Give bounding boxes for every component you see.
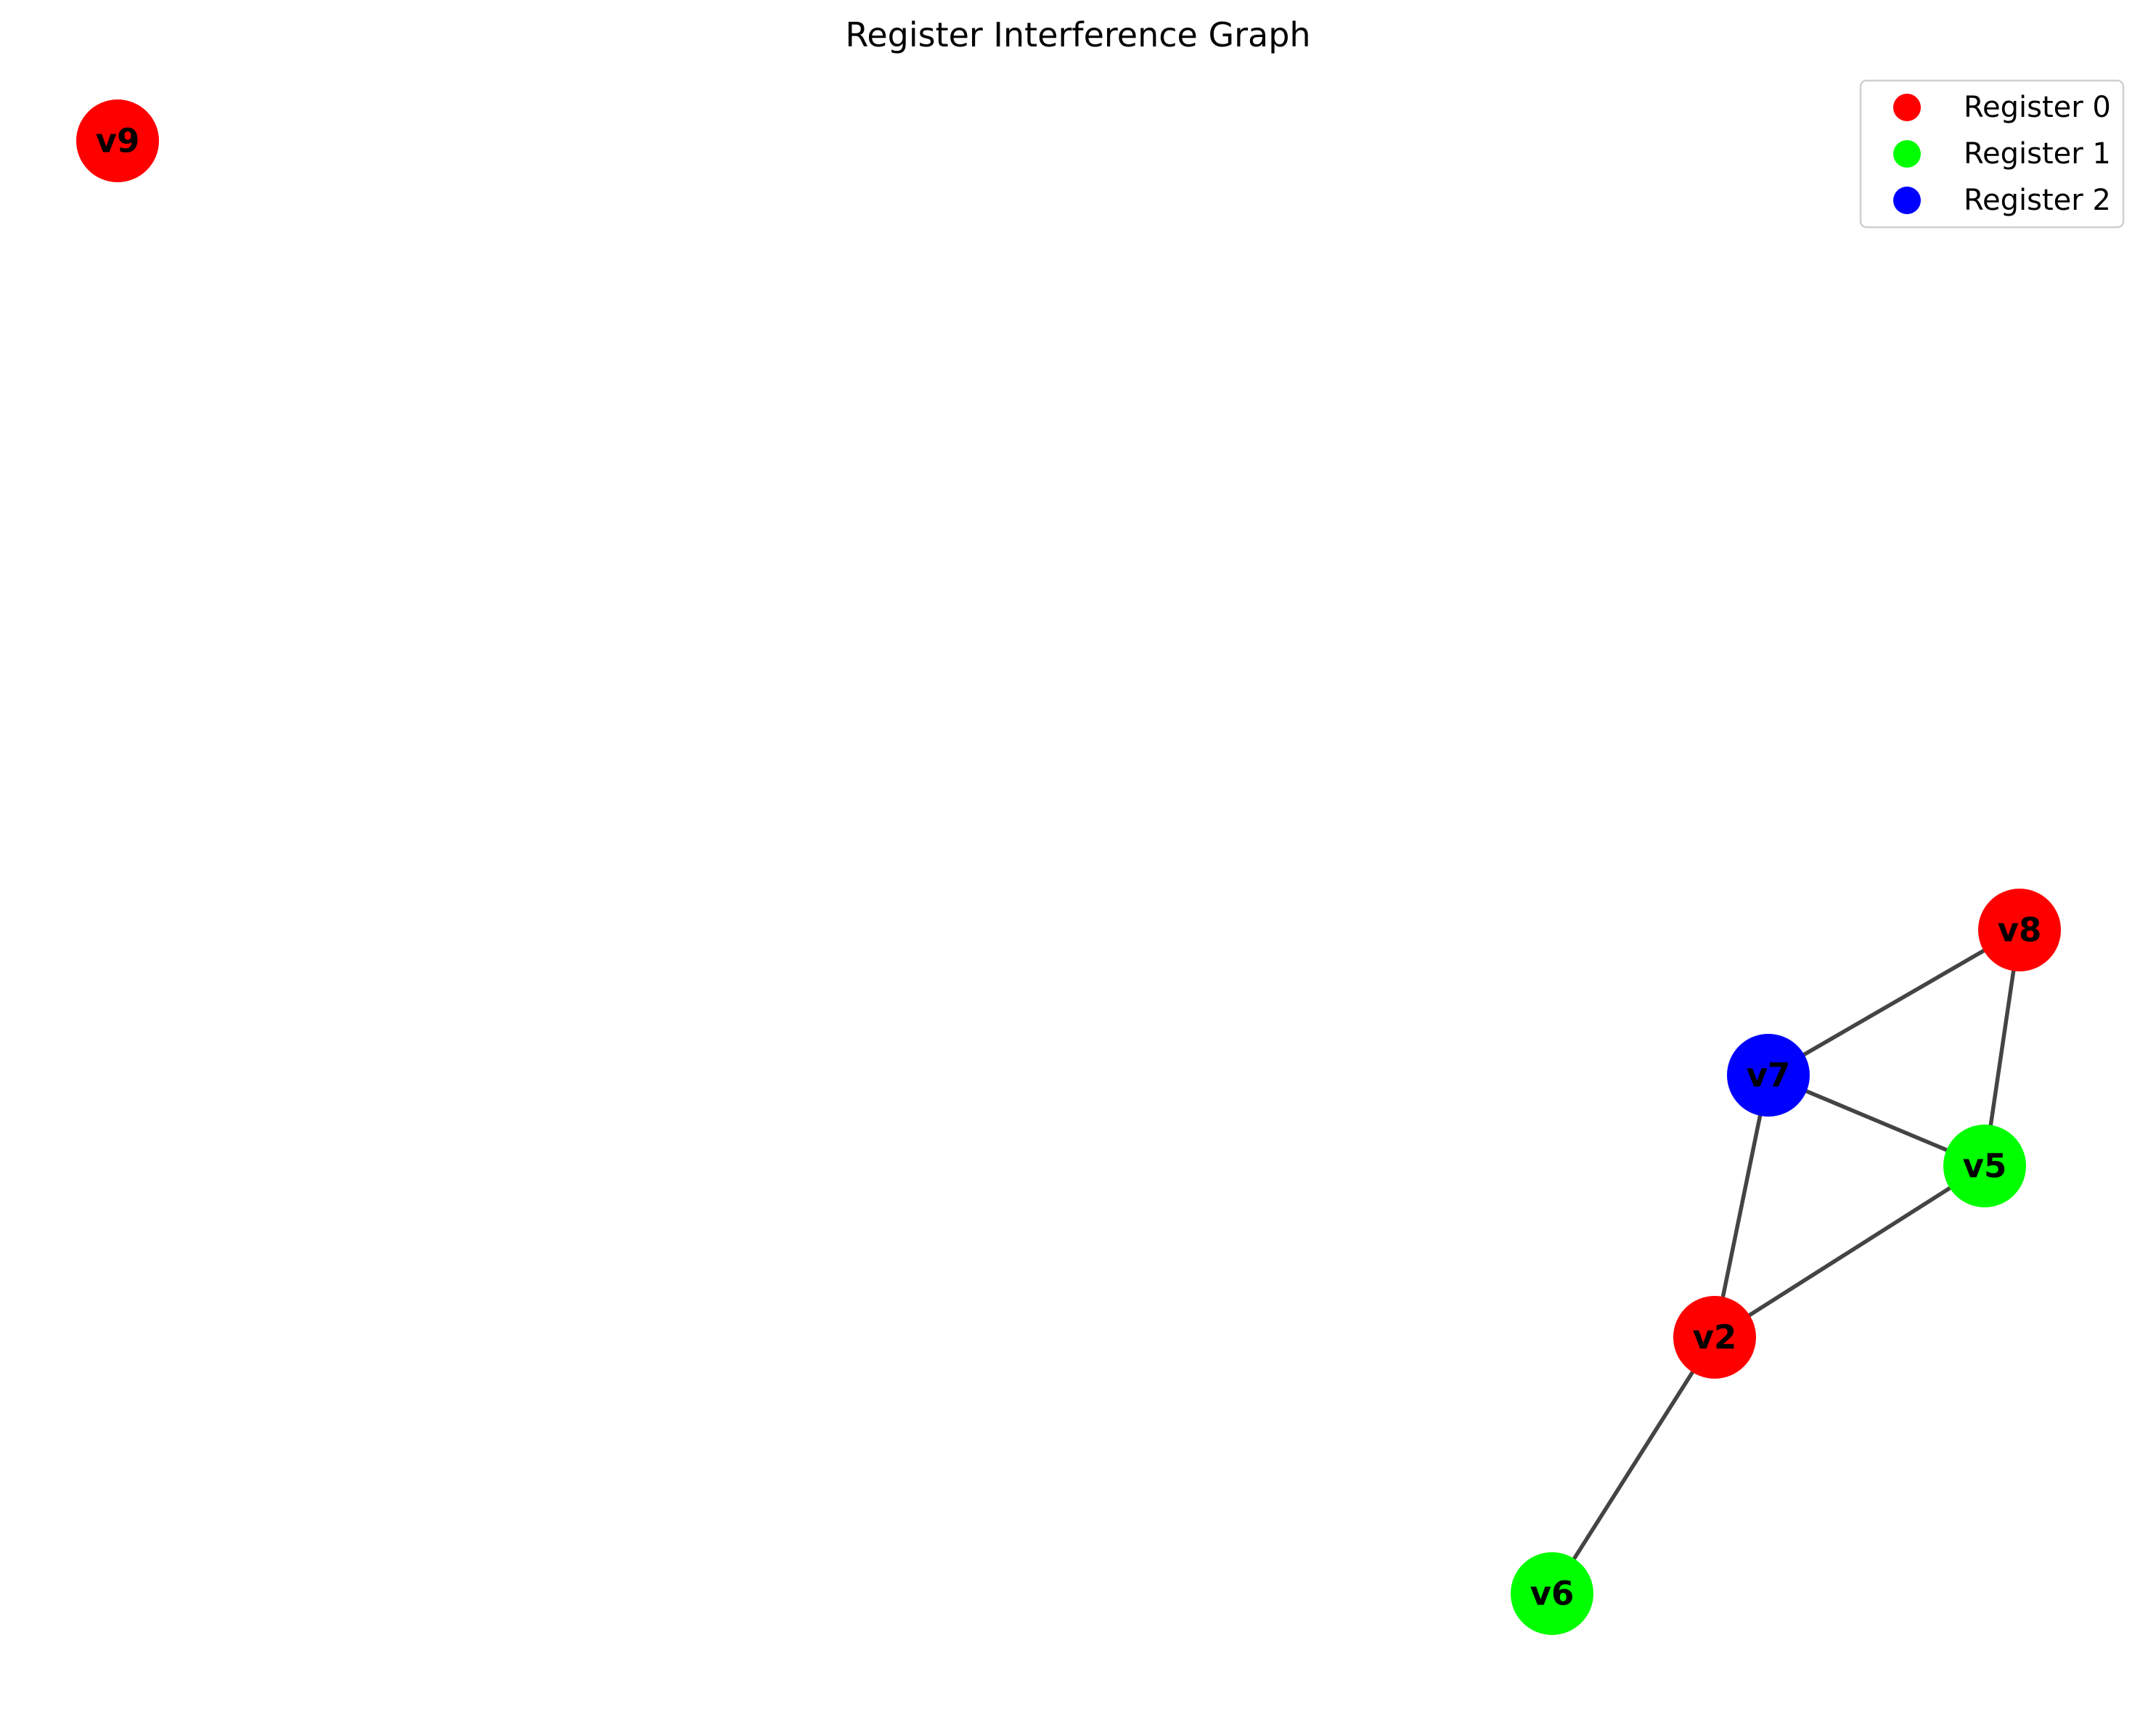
edge-v7-v2 xyxy=(1712,1074,1771,1338)
graph-title: Register Interference Graph xyxy=(845,15,1310,54)
legend-marker-register-2 xyxy=(1893,187,1921,214)
node-circle-v5 xyxy=(1943,1125,2026,1207)
legend-entry-register-0: Register 0 xyxy=(1893,91,2111,124)
legend-label-register-2: Register 2 xyxy=(1964,184,2111,217)
legend-label-register-1: Register 1 xyxy=(1964,137,2111,171)
node-label-v2: v2 xyxy=(1693,1318,1737,1357)
node-label-v6: v6 xyxy=(1530,1575,1575,1613)
legend: Register 0 Register 1 Register 2 xyxy=(1859,79,2125,229)
node-circle-v9 xyxy=(76,99,159,182)
node-v2: v2 xyxy=(1673,1296,1756,1379)
legend-frame xyxy=(1859,79,2125,229)
nodes-layer: v9 v8 v7 v5 v2 v6 xyxy=(76,99,2061,1635)
node-label-v5: v5 xyxy=(1963,1147,2007,1186)
legend-entry-register-2: Register 2 xyxy=(1893,184,2111,217)
node-label-v7: v7 xyxy=(1747,1056,1791,1095)
edge-v7-v8 xyxy=(1767,928,2021,1077)
legend-label-register-0: Register 0 xyxy=(1964,91,2111,124)
node-circle-v6 xyxy=(1511,1552,1593,1635)
node-v8: v8 xyxy=(1978,889,2061,971)
legend-entries: Register 0 Register 1 Register 2 xyxy=(1893,91,2111,217)
edge-v5-v2 xyxy=(1713,1164,1986,1339)
edge-v2-v6 xyxy=(1550,1336,1717,1595)
node-v6: v6 xyxy=(1511,1552,1593,1635)
node-label-v9: v9 xyxy=(96,122,140,160)
legend-entry-register-1: Register 1 xyxy=(1893,137,2111,171)
node-label-v8: v8 xyxy=(1998,911,2042,950)
node-circle-v2 xyxy=(1673,1296,1756,1379)
legend-marker-register-0 xyxy=(1893,94,1921,121)
legend-marker-register-1 xyxy=(1893,140,1921,168)
node-v7: v7 xyxy=(1727,1034,1810,1117)
node-v5: v5 xyxy=(1943,1125,2026,1207)
node-v9: v9 xyxy=(76,99,159,182)
node-circle-v7 xyxy=(1727,1034,1810,1117)
node-circle-v8 xyxy=(1978,889,2061,971)
